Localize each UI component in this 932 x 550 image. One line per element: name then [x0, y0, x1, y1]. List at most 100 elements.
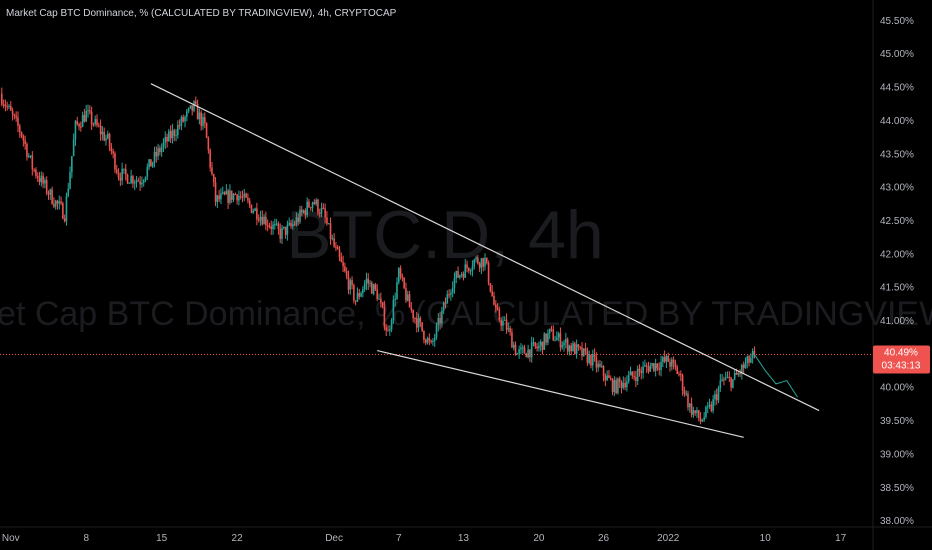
- candle-body: [275, 223, 278, 225]
- candle-body: [723, 379, 725, 381]
- candle-body: [85, 110, 88, 122]
- candle-body: [394, 298, 396, 300]
- candle-body: [221, 192, 224, 194]
- candle-body: [130, 176, 132, 183]
- candle-body: [159, 148, 161, 153]
- price-tick-label: 39.50%: [880, 416, 914, 427]
- candle-body: [295, 217, 298, 225]
- candle-body: [620, 381, 623, 388]
- candle-body: [317, 199, 319, 213]
- candle-body: [175, 135, 177, 137]
- candle-body: [63, 218, 66, 222]
- price-axis[interactable]: 45.50% 45.00% 44.50% 44.00% 43.50% 43.00% 42.5…: [880, 16, 914, 527]
- candle-body: [433, 337, 436, 341]
- candle-body: [622, 382, 625, 388]
- time-tick-label: Nov: [2, 533, 20, 544]
- candle-body: [565, 339, 567, 343]
- candle-body: [563, 342, 565, 346]
- time-axis[interactable]: Nov 8 15 22 Dec 7 13 20 26 2022 10 17: [2, 533, 847, 544]
- candle-body: [202, 117, 204, 126]
- candle-body: [444, 302, 447, 304]
- candle-body: [653, 363, 655, 371]
- candle-body: [108, 133, 111, 147]
- candle-body: [697, 410, 700, 419]
- candle-body: [572, 343, 574, 352]
- candle-body: [640, 371, 643, 374]
- candle-body: [714, 394, 716, 400]
- candle-body: [701, 420, 704, 422]
- candle-body: [688, 403, 691, 408]
- candle-body: [212, 174, 215, 183]
- candle-body: [97, 125, 100, 127]
- candle-body: [27, 155, 30, 157]
- candle-body: [351, 280, 353, 286]
- candle-body: [708, 404, 711, 407]
- candle-body: [80, 126, 82, 128]
- candle-body: [99, 125, 102, 135]
- candle-body: [187, 108, 190, 112]
- candle-body: [381, 302, 384, 308]
- price-tick-label: 43.50%: [880, 149, 914, 160]
- candle-body: [56, 200, 59, 204]
- candle-body: [556, 337, 558, 341]
- candle-body: [396, 282, 398, 299]
- candle-body: [216, 195, 219, 202]
- candle-body: [432, 340, 434, 342]
- candle-body: [45, 180, 48, 193]
- candle-body: [730, 377, 732, 388]
- candle-body: [42, 175, 44, 184]
- candle-body: [229, 190, 231, 203]
- candle-body: [417, 318, 420, 328]
- candle-body: [186, 111, 188, 117]
- candle-body: [71, 156, 73, 173]
- candle-body: [207, 137, 210, 150]
- candle-body: [363, 283, 366, 290]
- candle-body: [322, 207, 325, 209]
- candle-body: [81, 115, 84, 127]
- candle-body: [638, 368, 641, 372]
- candle-body: [277, 223, 280, 230]
- candle-body: [38, 177, 41, 183]
- candle-body: [606, 375, 608, 381]
- chart-title: Market Cap BTC Dominance, % (CALCULATED …: [6, 8, 397, 19]
- candle-body: [232, 194, 235, 200]
- candle-body: [141, 182, 143, 185]
- candle-body: [155, 151, 158, 157]
- candle-body: [424, 339, 427, 343]
- candle-body: [20, 132, 23, 137]
- candle-body: [629, 371, 632, 376]
- candle-body: [365, 278, 368, 284]
- candle-body: [284, 226, 287, 235]
- candle-body: [200, 112, 202, 126]
- candle-body: [392, 299, 395, 320]
- candle-body: [291, 224, 294, 227]
- candle-body: [401, 276, 404, 278]
- watermark-description: Market Cap BTC Dominance, % (CALCULATED …: [0, 295, 932, 333]
- candle-body: [586, 350, 589, 363]
- trendlines-layer[interactable]: [150, 83, 820, 438]
- candle-body: [751, 350, 754, 359]
- trendline-upper[interactable]: [150, 83, 820, 412]
- candle-body: [735, 372, 738, 375]
- candle-body: [194, 101, 197, 104]
- candle-body: [171, 130, 174, 139]
- candle-body: [169, 131, 172, 139]
- candle-body: [247, 197, 249, 201]
- trendline-lower[interactable]: [377, 349, 744, 438]
- price-tick-label: 43.00%: [880, 183, 914, 194]
- candle-body: [371, 282, 373, 294]
- candle-body: [105, 138, 107, 141]
- candle-body: [17, 117, 19, 126]
- candle-body: [717, 387, 720, 401]
- candle-body: [257, 219, 260, 221]
- candle-body: [667, 355, 670, 362]
- candle-body: [256, 208, 258, 220]
- time-tick-label: 13: [458, 533, 470, 544]
- candles-layer: [0, 87, 756, 425]
- candle-body: [498, 309, 501, 320]
- candle-body: [76, 121, 79, 124]
- candle-body: [690, 403, 693, 415]
- candle-body: [516, 353, 519, 355]
- candle-body: [344, 266, 346, 272]
